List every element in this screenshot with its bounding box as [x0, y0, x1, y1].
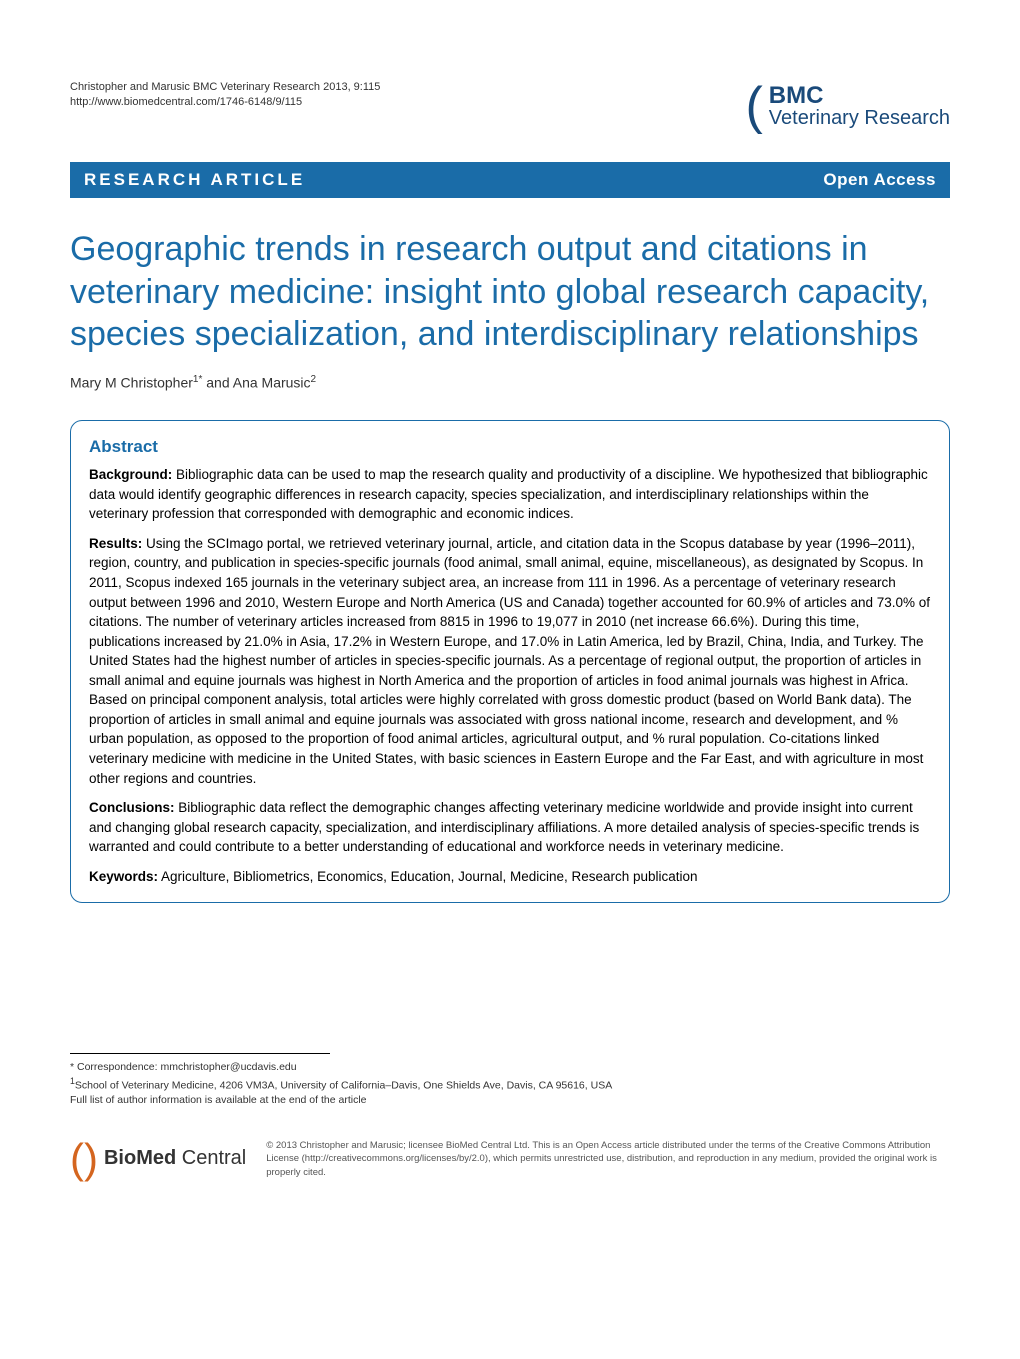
- background-label: Background:: [89, 467, 172, 482]
- authors-line: Mary M Christopher1* and Ana Marusic2: [70, 374, 950, 391]
- abstract-heading: Abstract: [89, 437, 931, 457]
- affiliation: 1School of Veterinary Medicine, 4206 VM3…: [70, 1075, 950, 1093]
- footer-block: * Correspondence: mmchristopher@ucdavis.…: [70, 1053, 950, 1180]
- bmc-logo-text: BioMed Central: [104, 1147, 246, 1170]
- results-text: Using the SCImago portal, we retrieved v…: [89, 536, 930, 786]
- logo-journal: Veterinary Research: [769, 108, 950, 129]
- biomed-central-logo: () BioMed Central: [70, 1138, 246, 1180]
- abstract-background: Background: Bibliographic data can be us…: [89, 465, 931, 524]
- logo-brand: BMC: [769, 83, 950, 108]
- page-header: Christopher and Marusic BMC Veterinary R…: [70, 80, 950, 132]
- citation-block: Christopher and Marusic BMC Veterinary R…: [70, 80, 380, 111]
- conclusions-label: Conclusions:: [89, 800, 175, 815]
- open-access-label: Open Access: [823, 170, 936, 190]
- license-text: © 2013 Christopher and Marusic; licensee…: [266, 1139, 950, 1179]
- article-type-banner: RESEARCH ARTICLE Open Access: [70, 162, 950, 198]
- journal-logo: ( BMC Veterinary Research: [745, 80, 950, 132]
- citation-text: Christopher and Marusic BMC Veterinary R…: [70, 80, 380, 95]
- footer-rule: [70, 1053, 330, 1054]
- abstract-conclusions: Conclusions: Bibliographic data reflect …: [89, 798, 931, 857]
- keywords-label: Keywords:: [89, 869, 158, 884]
- article-type: RESEARCH ARTICLE: [84, 170, 305, 190]
- abstract-keywords: Keywords: Agriculture, Bibliometrics, Ec…: [89, 867, 931, 887]
- logo-text-block: BMC Veterinary Research: [769, 83, 950, 129]
- bmc-paren-icon: (): [70, 1138, 98, 1180]
- logo-paren-icon: (: [745, 80, 762, 132]
- abstract-box: Abstract Background: Bibliographic data …: [70, 420, 950, 903]
- background-text: Bibliographic data can be used to map th…: [89, 467, 928, 521]
- license-block: () BioMed Central © 2013 Christopher and…: [70, 1128, 950, 1180]
- results-label: Results:: [89, 536, 142, 551]
- bmc-light: Central: [176, 1147, 246, 1169]
- citation-url: http://www.biomedcentral.com/1746-6148/9…: [70, 95, 380, 110]
- correspondence: * Correspondence: mmchristopher@ucdavis.…: [70, 1060, 950, 1075]
- abstract-results: Results: Using the SCImago portal, we re…: [89, 534, 931, 788]
- article-title: Geographic trends in research output and…: [70, 228, 950, 356]
- bmc-bold: BioMed: [104, 1147, 176, 1169]
- author-list-note: Full list of author information is avail…: [70, 1093, 950, 1108]
- keywords-text: Agriculture, Bibliometrics, Economics, E…: [161, 869, 698, 884]
- conclusions-text: Bibliographic data reflect the demograph…: [89, 800, 919, 854]
